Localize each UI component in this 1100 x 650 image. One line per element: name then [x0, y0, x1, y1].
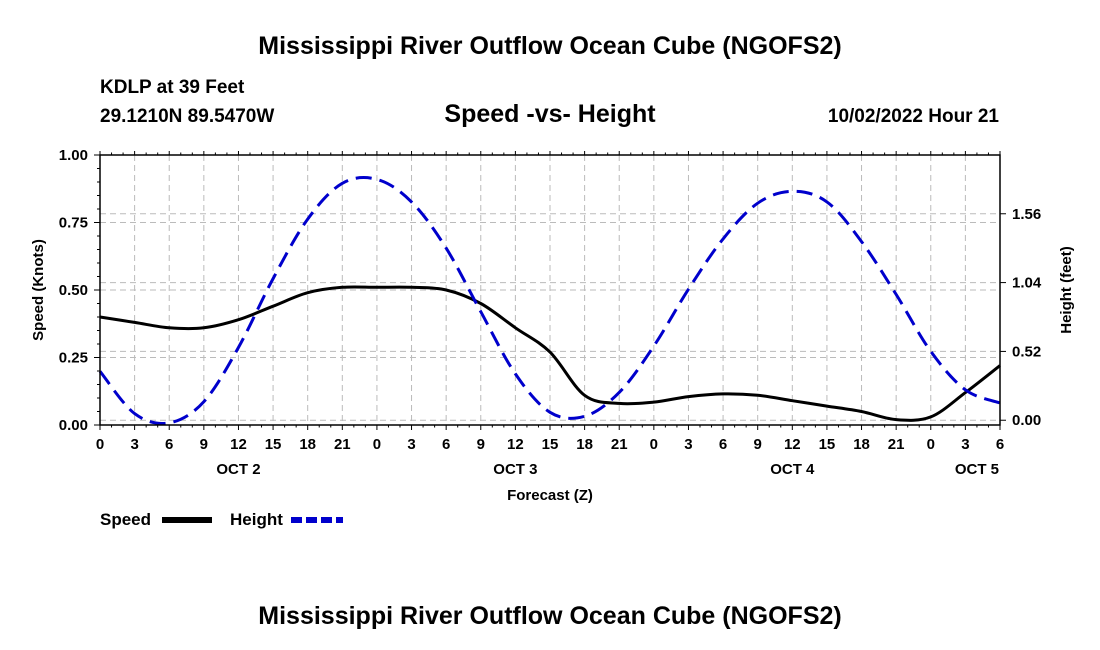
legend-label-height: Height: [230, 510, 283, 529]
chart-subtitle: Speed -vs- Height: [444, 100, 656, 128]
x-tick-label: 6: [719, 436, 727, 453]
x-tick-label: 3: [407, 436, 415, 453]
grid: [99, 154, 1001, 426]
x-tick-label: 12: [784, 436, 801, 453]
x-tick-label: 0: [650, 436, 658, 453]
y2-tick-label: 0.00: [1012, 412, 1041, 429]
x-tick-label: 21: [888, 436, 905, 453]
height-series-line: [98, 176, 1001, 425]
x-tick-label: 6: [165, 436, 173, 453]
y2-tick-label: 1.56: [1012, 206, 1041, 223]
date-label: OCT 4: [770, 461, 815, 478]
footer-title: Mississippi River Outflow Ocean Cube (NG…: [258, 602, 842, 630]
x-tick-label: 18: [853, 436, 870, 453]
x-tick-label: 21: [611, 436, 628, 453]
chart-title: Mississippi River Outflow Ocean Cube (NG…: [258, 32, 842, 60]
y2-tick-label: 0.52: [1012, 343, 1041, 360]
legend: Speed Height: [100, 510, 343, 529]
y-tick-label: 0.00: [59, 417, 88, 434]
x-tick-label: 3: [684, 436, 692, 453]
x-tick-label: 12: [507, 436, 524, 453]
station-coordinates: 29.1210N 89.5470W: [100, 106, 275, 127]
series-layer: [98, 176, 1001, 425]
forecast-datetime: 10/02/2022 Hour 21: [827, 106, 999, 127]
x-tick-label: 6: [996, 436, 1004, 453]
y-tick-label: 0.50: [59, 282, 88, 299]
x-tick-label: 0: [373, 436, 381, 453]
x-tick-label: 9: [477, 436, 485, 453]
y2-axis-label: Height (feet): [1058, 246, 1075, 334]
x-tick-label: 3: [130, 436, 138, 453]
axes: 0 3 6 9 12 15 18 21 0 3 6 9 12 15 18 21 0 3 6 9 12 15 18 21 0 3 6 O…: [59, 147, 1042, 478]
y-axis-label: Speed (Knots): [30, 239, 47, 341]
y-tick-label: 0.25: [59, 350, 88, 367]
x-tick-label: 18: [299, 436, 316, 453]
x-tick-label: 0: [96, 436, 104, 453]
x-tick-label: 15: [819, 436, 836, 453]
x-tick-label: 9: [754, 436, 762, 453]
date-label: OCT 5: [955, 461, 999, 478]
y-tick-label: 0.75: [59, 215, 88, 232]
x-tick-label: 12: [230, 436, 247, 453]
x-tick-label: 3: [961, 436, 969, 453]
x-tick-label: 15: [542, 436, 559, 453]
x-tick-label: 18: [576, 436, 593, 453]
x-tick-label: 9: [200, 436, 208, 453]
x-tick-label: 6: [442, 436, 450, 453]
speed-series-line: [99, 285, 1001, 422]
y-tick-label: 1.00: [59, 147, 88, 164]
y2-tick-label: 1.04: [1012, 275, 1042, 292]
date-label: OCT 2: [216, 461, 260, 478]
date-label: OCT 3: [493, 461, 537, 478]
x-tick-label: 21: [334, 436, 351, 453]
x-axis-label: Forecast (Z): [507, 487, 593, 504]
x-tick-label: 15: [265, 436, 282, 453]
station-label: KDLP at 39 Feet: [100, 77, 245, 98]
x-tick-label: 0: [927, 436, 935, 453]
legend-label-speed: Speed: [100, 510, 151, 529]
